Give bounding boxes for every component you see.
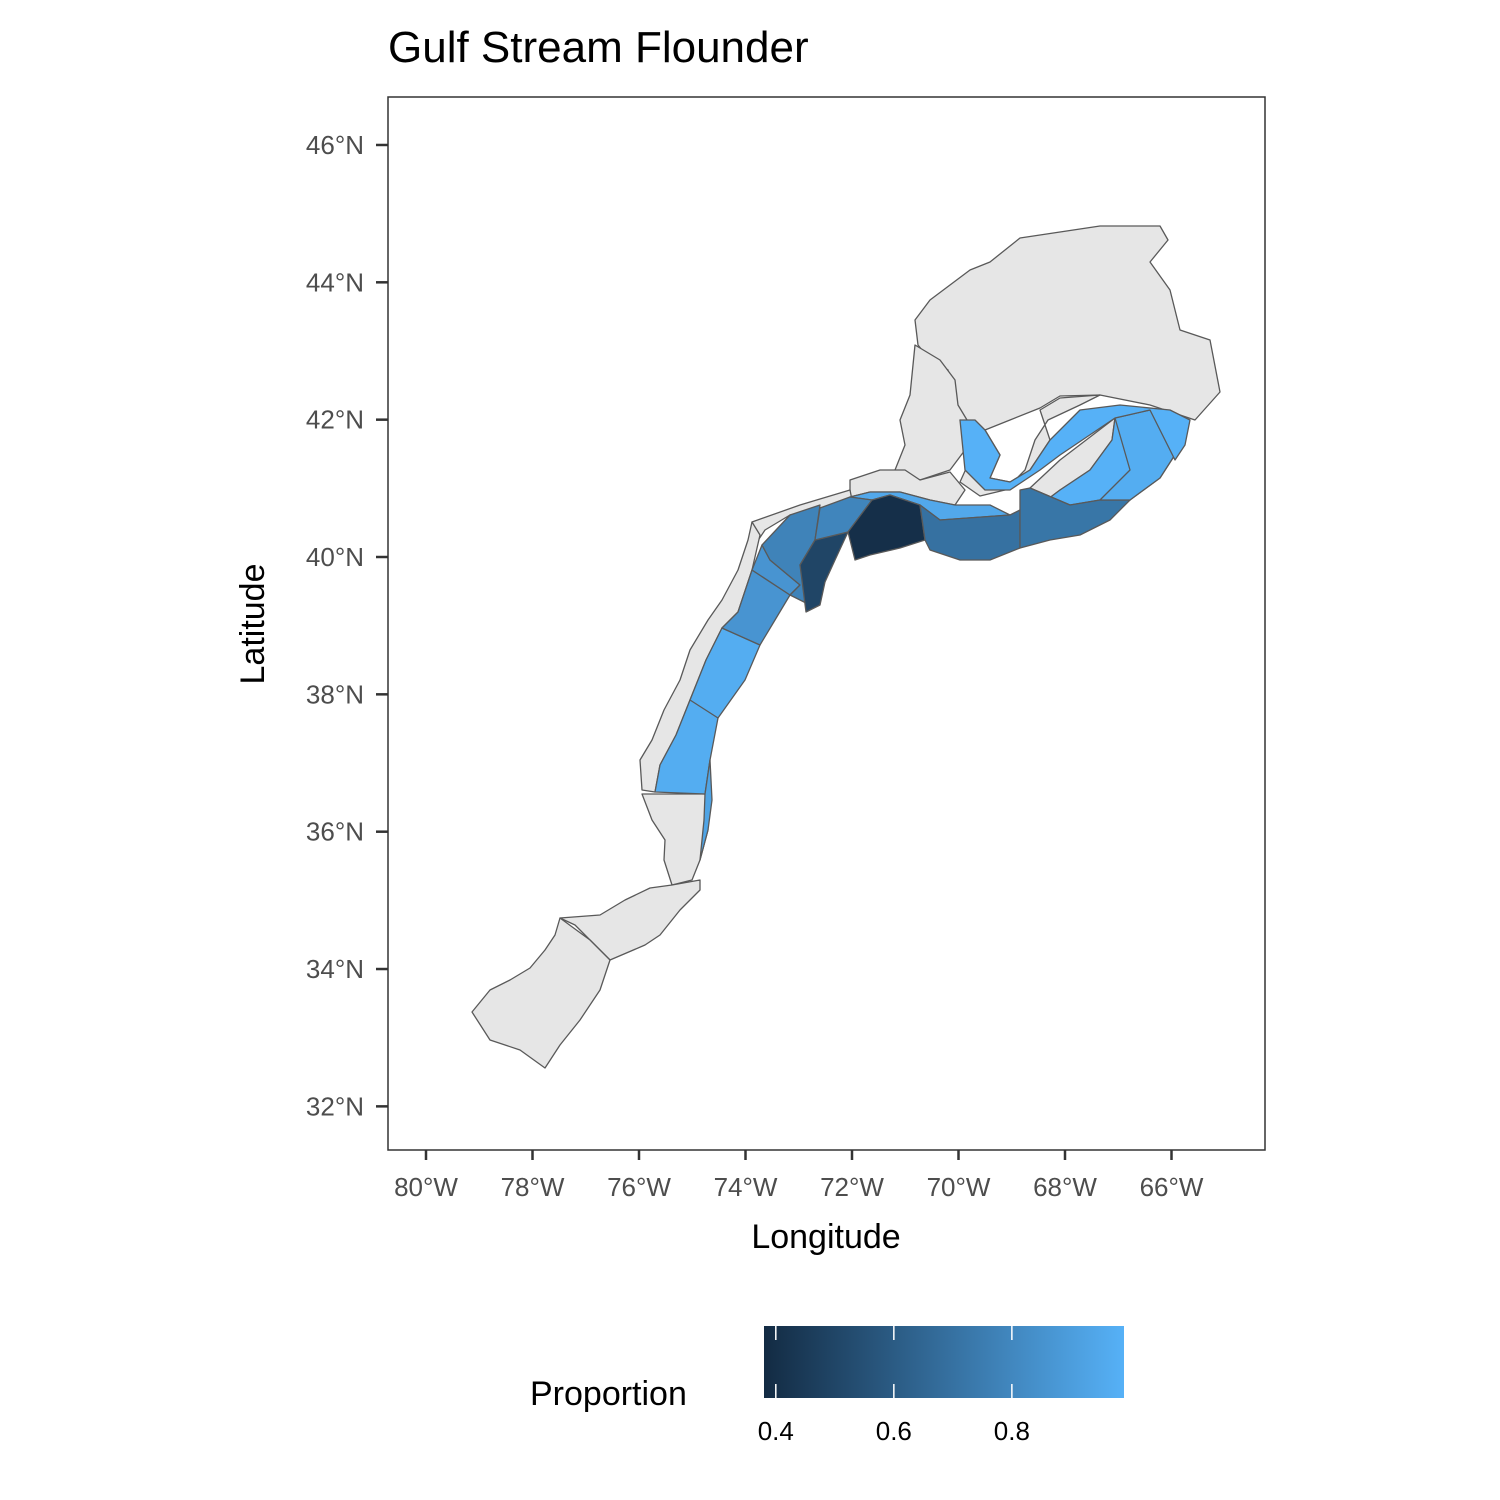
stratum-south-atlantic-bight-south: [471, 917, 611, 1069]
stratum-gulf-of-maine-coastal: [914, 225, 1221, 431]
y-axis-ticks: 32°N 34°N 36°N 38°N 40°N 42°N 44°N 46°N: [306, 130, 388, 1121]
legend-ticks: 0.4 0.6 0.8: [758, 1326, 1030, 1446]
y-tick-label: 46°N: [306, 130, 364, 160]
stratum-proportion-15: [959, 404, 1191, 491]
legend-tick-label: 0.6: [876, 1416, 912, 1446]
y-tick-label: 32°N: [306, 1091, 364, 1121]
x-tick-label: 68°W: [1033, 1172, 1097, 1202]
y-tick-label: 40°N: [306, 542, 364, 572]
x-tick-label: 66°W: [1140, 1172, 1204, 1202]
stratum-massachusetts-bay-inshore: [894, 344, 971, 481]
legend-colorbar: [764, 1326, 1124, 1398]
x-tick-label: 80°W: [394, 1172, 458, 1202]
x-tick-label: 78°W: [501, 1172, 565, 1202]
x-tick-label: 72°W: [820, 1172, 884, 1202]
y-tick-label: 36°N: [306, 817, 364, 847]
x-tick-label: 76°W: [607, 1172, 671, 1202]
legend-tick-label: 0.4: [758, 1416, 794, 1446]
y-axis-title: Latitude: [234, 564, 272, 685]
survey-strata: [471, 225, 1221, 1069]
stratum-proportion-13: [1019, 487, 1131, 549]
plot-title: Gulf Stream Flounder: [388, 23, 809, 72]
stratum-proportion-2: [699, 759, 713, 861]
legend-tick-label: 0.8: [994, 1416, 1030, 1446]
legend: Proportion 0.4 0.6 0.8: [530, 1326, 1124, 1446]
x-tick-label: 74°W: [714, 1172, 778, 1202]
x-axis-title: Longitude: [751, 1218, 900, 1256]
y-tick-label: 44°N: [306, 267, 364, 297]
legend-title: Proportion: [530, 1375, 687, 1413]
y-tick-label: 38°N: [306, 679, 364, 709]
y-tick-label: 34°N: [306, 954, 364, 984]
x-tick-label: 70°W: [927, 1172, 991, 1202]
x-axis-ticks: 80°W 78°W 76°W 74°W 72°W 70°W 68°W 66°W: [394, 1150, 1204, 1202]
stratum-proportion-7: [799, 531, 849, 613]
y-tick-label: 42°N: [306, 405, 364, 435]
stratum-proportion-12: [919, 504, 1021, 561]
